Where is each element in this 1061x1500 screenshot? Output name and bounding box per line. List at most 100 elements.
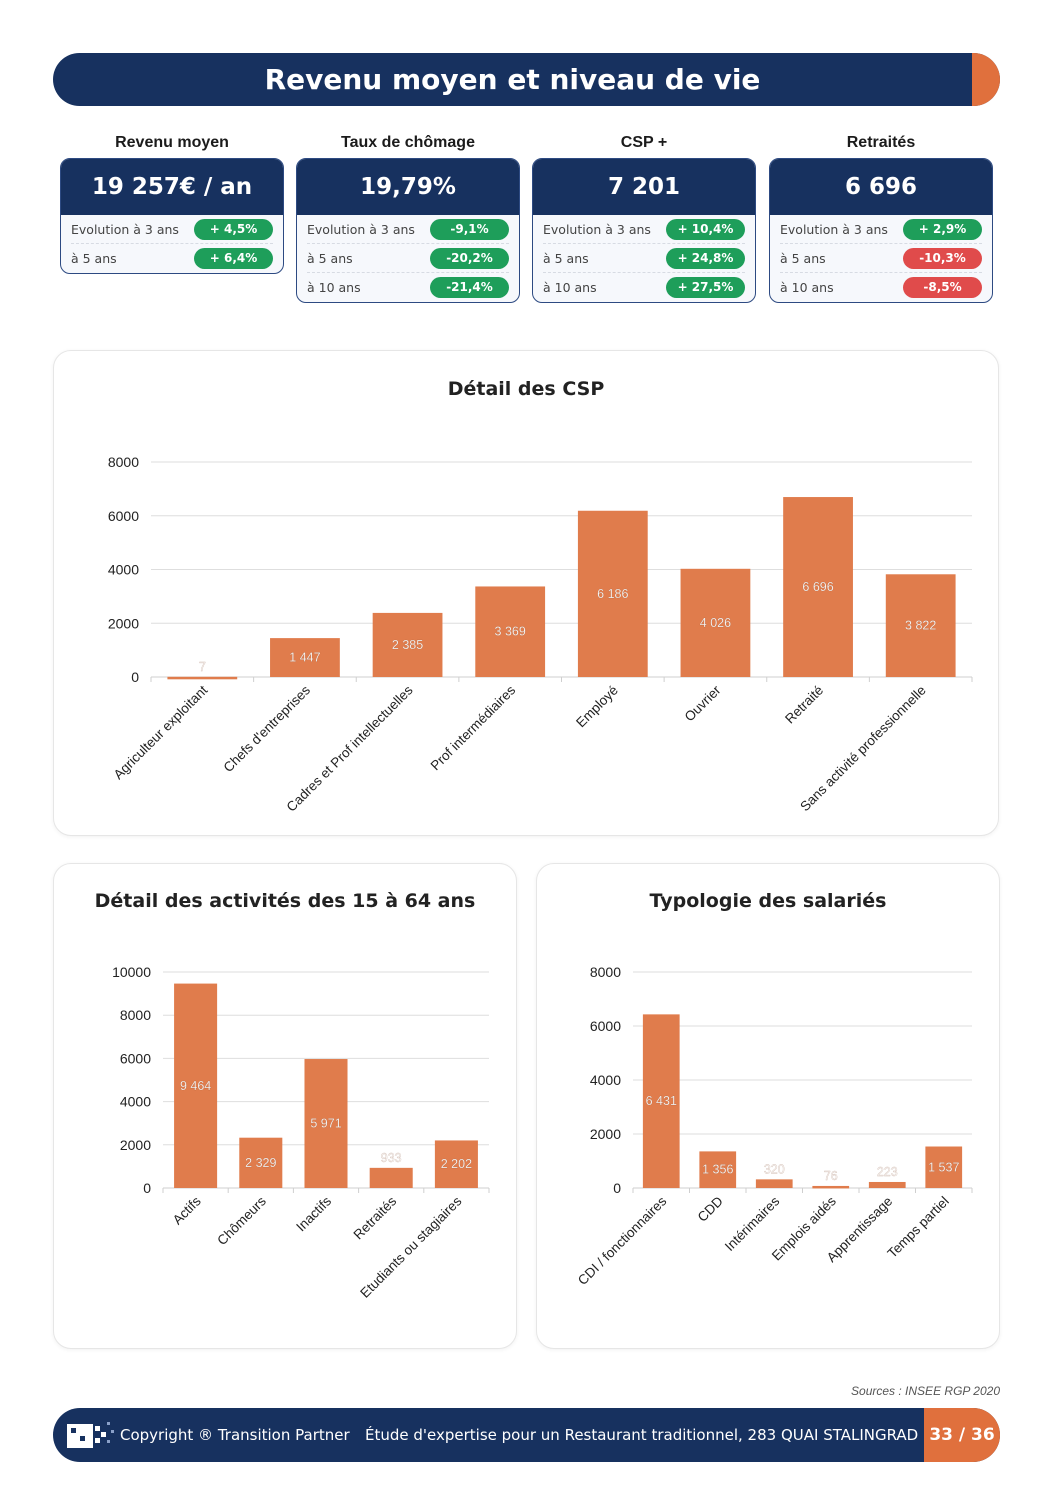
y-tick-label: 8000 — [108, 454, 139, 470]
kpi-row-label: à 5 ans — [307, 250, 353, 266]
kpi-taux-chomage: Taux de chômage 19,79% Evolution à 3 ans… — [296, 130, 520, 303]
kpi-row-badge: + 4,5% — [194, 218, 273, 240]
kpi-label: Retraités — [846, 134, 916, 151]
bar — [783, 497, 853, 677]
kpi-card: 19,79% Evolution à 3 ans -9,1% à 5 ans -20… — [296, 158, 520, 303]
y-tick-label: 2000 — [120, 1137, 151, 1153]
chart-activites: 0 2000 4000 6000 8000 10000 9 464 Actifs 2 329 Ch… — [112, 964, 490, 1301]
chart-title: Détail des CSP — [447, 378, 605, 400]
kpi-value: 19 257€ / an — [61, 159, 283, 215]
data-label: 2 329 — [245, 1156, 276, 1170]
kpi-card: 19 257€ / an Evolution à 3 ans + 4,5% à 5… — [60, 158, 284, 274]
kpi-row-badge: + 6,4% — [194, 248, 273, 269]
x-tick-label: Prof intermédiaires — [428, 682, 519, 773]
y-tick-label: 2000 — [590, 1126, 621, 1142]
kpi-row: à 5 ans + 6,4% — [71, 244, 273, 273]
x-tick-label: Actifs — [170, 1193, 204, 1227]
y-tick-label: 8000 — [590, 964, 621, 980]
data-label: 1 356 — [702, 1163, 733, 1177]
bar — [577, 510, 648, 677]
x-tick-label: CDD — [695, 1193, 726, 1224]
chart-title: Typologie des salariés — [649, 890, 887, 912]
bar — [699, 1151, 737, 1188]
footer-study: Étude d'expertise pour un Restaurant tra… — [365, 1426, 919, 1444]
kpi-revenu-moyen: Revenu moyen 19 257€ / an Evolution à 3 … — [60, 130, 284, 274]
data-label: 933 — [381, 1151, 402, 1165]
y-tick-label: 10000 — [112, 964, 151, 980]
kpi-row-badge: + 2,9% — [903, 218, 982, 240]
bar — [270, 638, 340, 677]
data-label: 76 — [824, 1169, 838, 1183]
data-label: 223 — [877, 1165, 898, 1179]
y-tick-label: 6000 — [120, 1050, 151, 1066]
bar — [925, 1146, 963, 1188]
kpi-card: 6 696 Evolution à 3 ans + 2,9% à 5 ans -10… — [769, 158, 993, 303]
bar — [369, 1167, 413, 1188]
bar — [642, 1014, 680, 1188]
kpi-value: 7 201 — [533, 159, 755, 215]
kpi-row: à 10 ans -8,5% — [780, 273, 982, 302]
x-tick-label: Inactifs — [293, 1193, 334, 1234]
kpi-row: à 5 ans -20,2% — [307, 244, 509, 273]
kpi-row-label: à 5 ans — [543, 250, 589, 266]
data-label: 5 971 — [310, 1117, 341, 1131]
kpi-row: à 10 ans + 27,5% — [543, 273, 745, 302]
chart-csp: 0 2000 4000 6000 8000 7 Agriculteur exploitant… — [108, 454, 973, 815]
y-tick-label: 4000 — [120, 1094, 151, 1110]
chart-panel-csp: Détail des CSP 0 2000 4000 6000 8000 7 Agricul… — [53, 350, 999, 836]
y-tick-label: 0 — [143, 1180, 151, 1196]
kpi-label: Revenu moyen — [115, 134, 229, 151]
page-title-bar: Revenu moyen et niveau de vie — [53, 53, 1000, 106]
sources-note: Sources : INSEE RGP 2020 — [851, 1384, 1000, 1398]
kpi-row-label: Evolution à 3 ans — [71, 221, 179, 237]
data-label: 6 696 — [802, 580, 833, 594]
data-label: 320 — [764, 1162, 785, 1176]
y-tick-label: 4000 — [590, 1072, 621, 1088]
kpi-row: à 10 ans -21,4% — [307, 273, 509, 302]
x-tick-label: Ouvrier — [682, 682, 724, 724]
chart-panel-activites: Détail des activités des 15 à 64 ans 0 20… — [53, 863, 517, 1349]
kpi-row-badge: -8,5% — [903, 277, 982, 298]
kpi-row-badge: + 27,5% — [666, 277, 745, 298]
x-tick-label: Agriculteur exploitant — [111, 682, 211, 782]
bar — [304, 1059, 348, 1188]
bar — [372, 612, 443, 677]
kpi-row: Evolution à 3 ans -9,1% — [307, 215, 509, 244]
bar — [868, 1181, 906, 1188]
data-label: 6 186 — [597, 587, 628, 601]
y-tick-label: 6000 — [590, 1018, 621, 1034]
bar — [812, 1185, 850, 1189]
kpi-row-label: à 10 ans — [543, 280, 597, 295]
x-tick-label: Intérimaires — [722, 1193, 783, 1254]
y-tick-label: 2000 — [108, 615, 139, 631]
x-tick-label: CDI / fonctionnaires — [575, 1193, 670, 1288]
y-tick-label: 8000 — [120, 1007, 151, 1023]
data-label: 4 026 — [700, 616, 731, 630]
kpi-row-badge: -20,2% — [430, 247, 509, 269]
kpi-row-label: Evolution à 3 ans — [543, 221, 651, 237]
kpi-row-badge: -9,1% — [430, 218, 509, 240]
kpi-row-label: à 10 ans — [780, 280, 834, 295]
kpi-row: Evolution à 3 ans + 2,9% — [780, 215, 982, 244]
x-tick-label: Employé — [573, 683, 621, 731]
bar — [167, 676, 238, 680]
chart-title: Détail des activités des 15 à 64 ans — [94, 890, 476, 912]
bar — [755, 1179, 793, 1188]
data-label: 3 369 — [495, 625, 526, 639]
kpi-row-label: à 5 ans — [780, 250, 826, 266]
data-label: 9 464 — [180, 1079, 211, 1093]
x-tick-label: Chefs d'entreprises — [221, 682, 314, 775]
kpi-row-label: Evolution à 3 ans — [307, 221, 415, 237]
chart-panel-salaries: Typologie des salariés 0 2000 4000 6000 8000… — [536, 863, 1000, 1349]
kpi-row: Evolution à 3 ans + 4,5% — [71, 215, 273, 244]
bar — [475, 586, 546, 677]
page-title: Revenu moyen et niveau de vie — [264, 63, 761, 96]
title-accent — [972, 53, 1000, 106]
footer: Copyright ® Transition Partner Étude d'e… — [53, 1408, 1000, 1462]
y-tick-label: 4000 — [108, 562, 139, 578]
kpi-value: 6 696 — [770, 159, 992, 215]
kpi-row-badge: + 24,8% — [666, 247, 745, 269]
kpi-row-label: Evolution à 3 ans — [780, 221, 888, 237]
data-label: 6 431 — [646, 1094, 677, 1108]
page-number: 33 / 36 — [924, 1408, 1000, 1462]
